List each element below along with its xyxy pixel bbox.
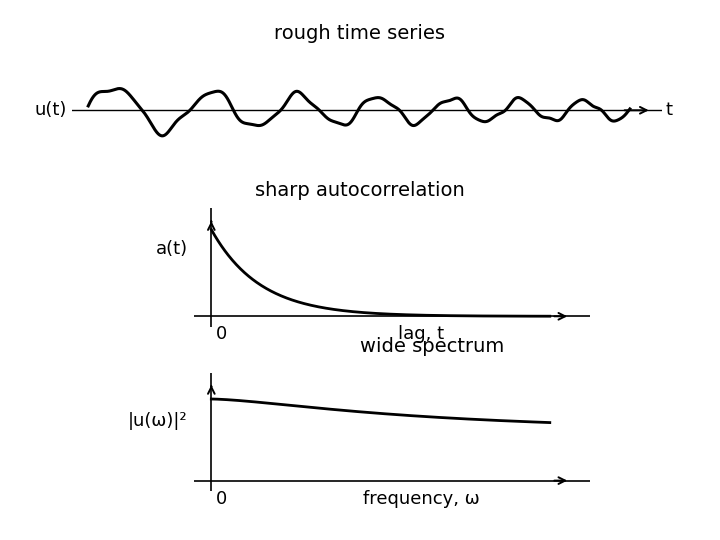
Text: sharp autocorrelation: sharp autocorrelation	[255, 181, 465, 200]
Text: frequency, ω: frequency, ω	[363, 490, 480, 508]
Text: |u(ω)|²: |u(ω)|²	[128, 411, 188, 430]
Text: rough time series: rough time series	[274, 24, 446, 43]
Text: wide spectrum: wide spectrum	[360, 338, 504, 356]
Text: u(t): u(t)	[35, 102, 66, 119]
Text: 0: 0	[216, 325, 227, 343]
Text: t: t	[665, 102, 672, 119]
Text: lag, t: lag, t	[398, 325, 444, 343]
Text: 0: 0	[216, 490, 227, 508]
Text: a(t): a(t)	[156, 240, 188, 258]
